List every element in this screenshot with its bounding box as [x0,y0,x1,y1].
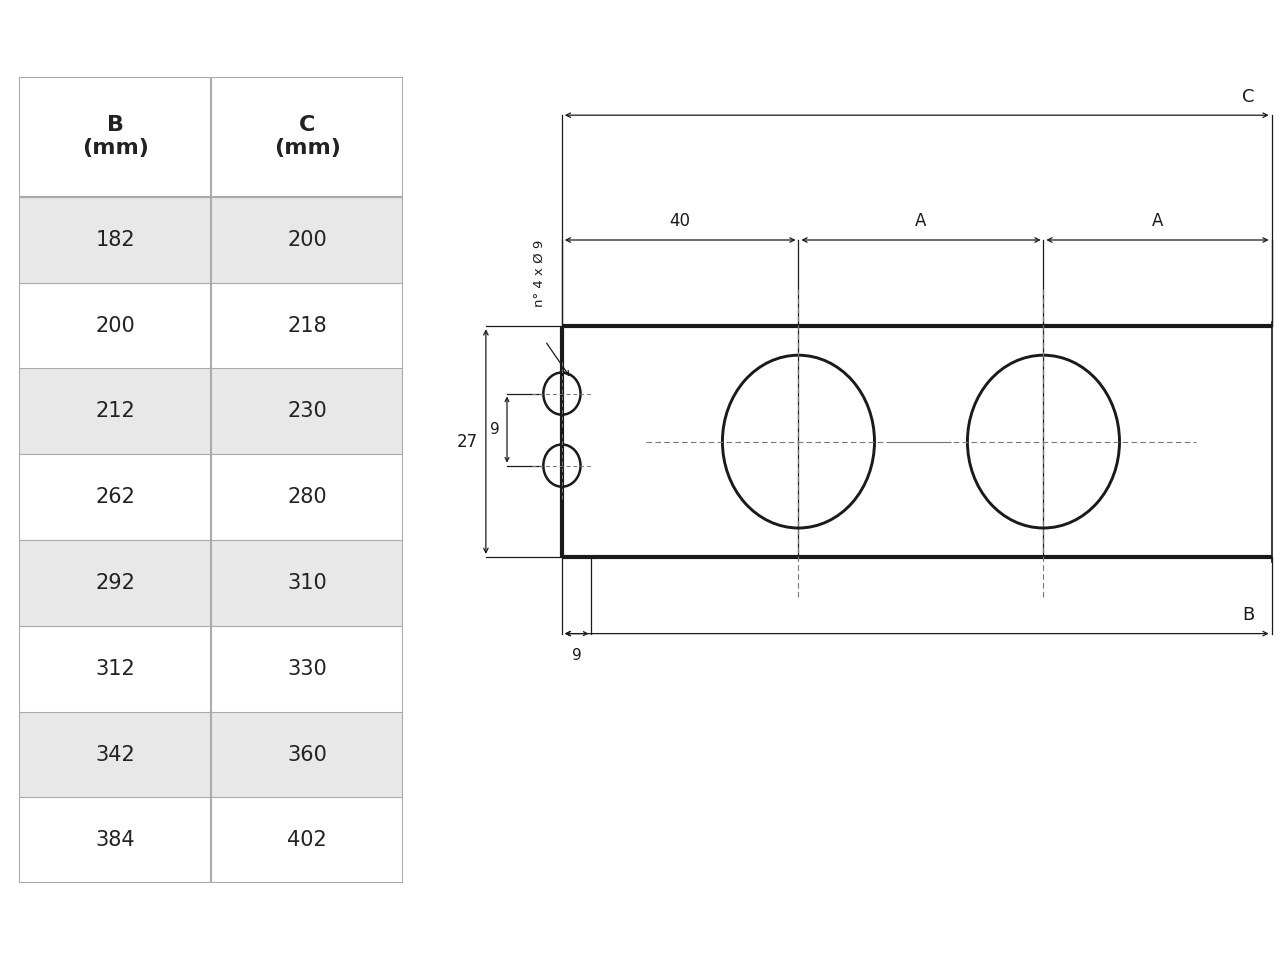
Text: 182: 182 [96,229,134,250]
Text: 312: 312 [95,659,136,679]
Bar [19,540,403,626]
Text: 280: 280 [288,487,326,507]
Text: C: C [1242,87,1254,106]
Bar [19,454,403,540]
Text: n° 4 x Ø 9: n° 4 x Ø 9 [532,240,545,307]
Text: 200: 200 [287,229,328,250]
Text: 384: 384 [96,830,134,851]
Text: 402: 402 [287,830,328,851]
Bar [19,369,403,454]
Text: 330: 330 [287,659,328,679]
Text: 212: 212 [95,401,136,421]
Text: C
(mm): C (mm) [274,115,340,158]
Text: 9: 9 [572,648,581,663]
Text: 262: 262 [95,487,136,507]
Bar [19,711,403,798]
Text: 310: 310 [287,573,328,593]
Text: 342: 342 [95,745,136,764]
Text: 9: 9 [490,422,500,437]
Bar [19,197,403,282]
Text: 360: 360 [287,745,328,764]
Bar [19,626,403,711]
Text: 230: 230 [287,401,328,421]
Text: 27: 27 [456,433,477,450]
Text: A: A [915,212,927,230]
Text: B
(mm): B (mm) [82,115,148,158]
Text: 40: 40 [669,212,691,230]
Text: 218: 218 [288,316,326,336]
Text: 292: 292 [95,573,136,593]
Bar [19,77,403,197]
Text: A: A [1152,212,1164,230]
Bar [19,282,403,369]
Bar [19,798,403,883]
Text: B: B [1243,606,1254,624]
Text: 200: 200 [95,316,136,336]
